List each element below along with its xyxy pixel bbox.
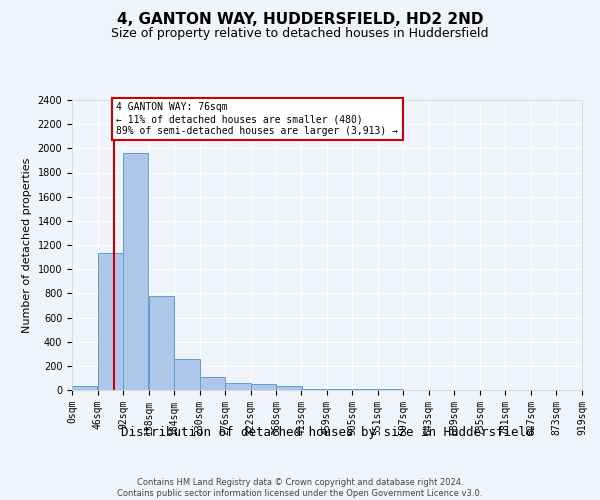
Bar <box>352 389 377 390</box>
Bar <box>149 296 174 390</box>
Bar <box>226 384 251 390</box>
Bar <box>174 358 199 390</box>
Text: 4 GANTON WAY: 76sqm
← 11% of detached houses are smaller (480)
89% of semi-detac: 4 GANTON WAY: 76sqm ← 11% of detached ho… <box>116 102 398 136</box>
Text: Size of property relative to detached houses in Huddersfield: Size of property relative to detached ho… <box>111 28 489 40</box>
Bar <box>72 386 97 390</box>
Text: Contains HM Land Registry data © Crown copyright and database right 2024.
Contai: Contains HM Land Registry data © Crown c… <box>118 478 482 498</box>
Bar <box>123 153 148 390</box>
Bar <box>301 389 326 390</box>
Bar <box>200 376 225 390</box>
Text: Distribution of detached houses by size in Huddersfield: Distribution of detached houses by size … <box>121 426 533 439</box>
Bar <box>277 386 302 390</box>
Bar <box>98 254 123 390</box>
Bar <box>327 389 352 390</box>
Bar <box>251 384 276 390</box>
Text: 4, GANTON WAY, HUDDERSFIELD, HD2 2ND: 4, GANTON WAY, HUDDERSFIELD, HD2 2ND <box>117 12 483 28</box>
Y-axis label: Number of detached properties: Number of detached properties <box>22 158 32 332</box>
